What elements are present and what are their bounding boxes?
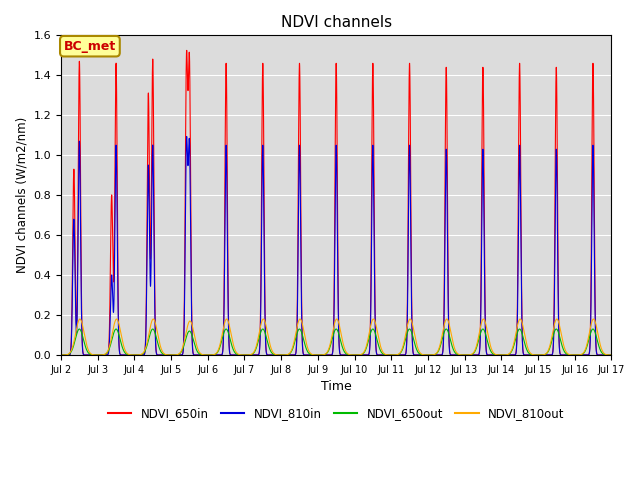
Line: NDVI_810in: NDVI_810in: [61, 136, 611, 355]
NDVI_810out: [406, 316, 414, 322]
Legend: NDVI_650in, NDVI_810in, NDVI_650out, NDVI_810out: NDVI_650in, NDVI_810in, NDVI_650out, NDV…: [103, 402, 569, 425]
NDVI_810out: [388, 352, 396, 358]
Text: BC_met: BC_met: [64, 40, 116, 53]
NDVI_810in: [183, 133, 191, 139]
NDVI_810out: [356, 352, 364, 358]
NDVI_650in: [95, 352, 102, 358]
NDVI_810in: [356, 352, 364, 358]
NDVI_650in: [388, 352, 396, 358]
NDVI_650in: [356, 352, 364, 358]
NDVI_810out: [607, 352, 615, 358]
NDVI_650out: [95, 352, 102, 358]
NDVI_650in: [183, 48, 191, 53]
NDVI_810out: [189, 328, 197, 334]
NDVI_650out: [57, 352, 65, 358]
NDVI_650out: [268, 350, 276, 356]
NDVI_650out: [356, 352, 364, 358]
Line: NDVI_810out: NDVI_810out: [61, 319, 611, 355]
X-axis label: Time: Time: [321, 380, 351, 393]
NDVI_810out: [57, 352, 65, 358]
Line: NDVI_650in: NDVI_650in: [61, 50, 611, 355]
NDVI_810in: [268, 352, 276, 358]
NDVI_650out: [388, 352, 396, 358]
NDVI_650out: [259, 326, 267, 332]
Line: NDVI_650out: NDVI_650out: [61, 329, 611, 355]
NDVI_810in: [388, 352, 396, 358]
NDVI_810out: [95, 352, 102, 358]
NDVI_650in: [57, 352, 65, 358]
Title: NDVI channels: NDVI channels: [280, 15, 392, 30]
NDVI_650in: [268, 352, 276, 358]
NDVI_650out: [607, 352, 615, 358]
NDVI_810in: [189, 351, 197, 357]
NDVI_650out: [189, 337, 197, 343]
NDVI_810in: [95, 352, 102, 358]
NDVI_650out: [465, 352, 473, 358]
Y-axis label: NDVI channels (W/m2/nm): NDVI channels (W/m2/nm): [15, 117, 28, 273]
NDVI_810in: [57, 352, 65, 358]
NDVI_650in: [465, 352, 473, 358]
NDVI_650in: [189, 351, 197, 357]
NDVI_810out: [268, 347, 276, 353]
NDVI_810out: [465, 352, 473, 358]
NDVI_650in: [607, 352, 615, 358]
NDVI_810in: [465, 352, 473, 358]
NDVI_810in: [607, 352, 615, 358]
